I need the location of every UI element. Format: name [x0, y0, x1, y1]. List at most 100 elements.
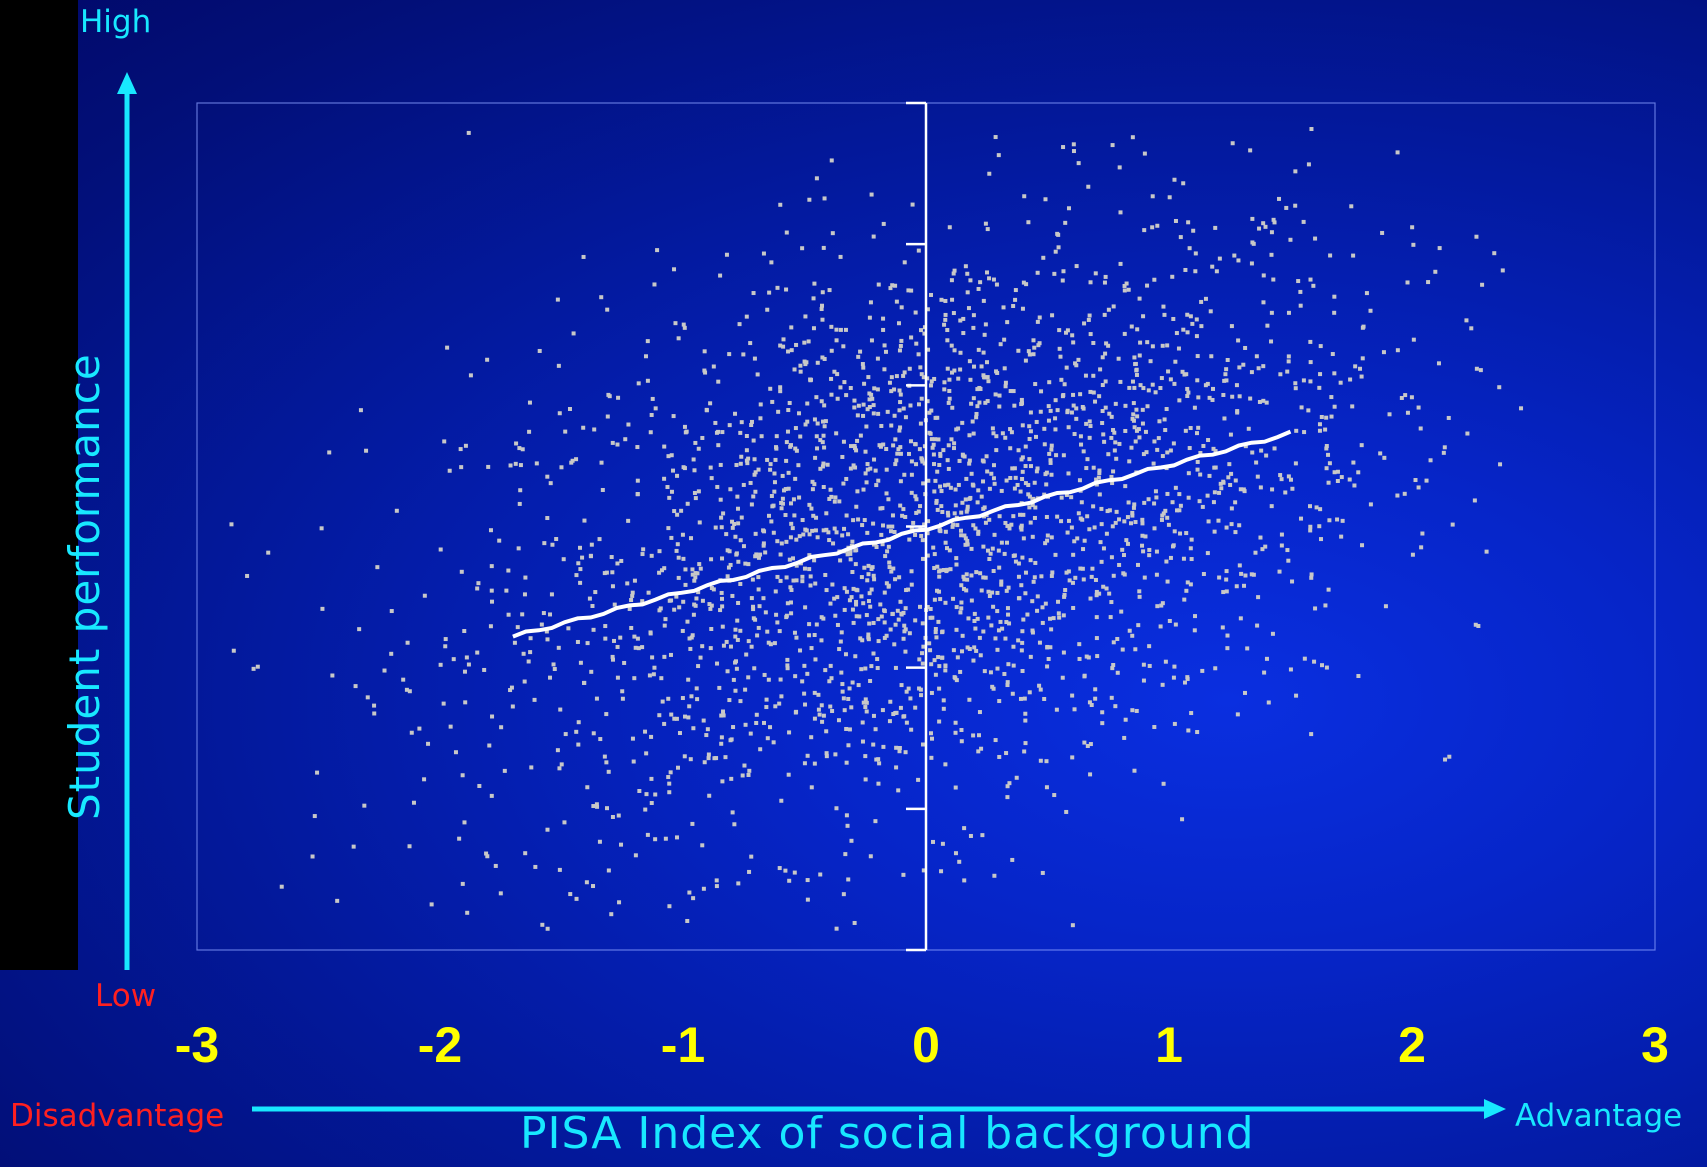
data-point: [1060, 675, 1065, 680]
data-point: [939, 489, 944, 494]
data-point: [945, 546, 950, 551]
data-point: [702, 368, 707, 373]
data-point: [829, 348, 834, 353]
data-point: [936, 619, 941, 624]
data-point: [772, 471, 777, 476]
data-point: [1135, 414, 1140, 419]
data-point: [801, 532, 806, 537]
data-point: [786, 470, 791, 475]
data-point: [1088, 424, 1093, 429]
data-point: [917, 447, 922, 452]
data-point: [917, 657, 922, 662]
data-point: [743, 722, 748, 727]
data-point: [1253, 550, 1258, 555]
data-point: [724, 252, 729, 257]
data-point: [854, 602, 859, 607]
data-point: [1023, 444, 1028, 449]
data-point: [1053, 398, 1058, 403]
data-point: [476, 581, 481, 586]
data-point: [1120, 547, 1125, 552]
data-point: [835, 622, 840, 627]
data-point: [990, 426, 995, 431]
data-point: [1094, 589, 1099, 594]
data-point: [508, 688, 513, 693]
data-point: [1031, 579, 1036, 584]
data-point: [928, 607, 933, 612]
data-point: [1168, 377, 1173, 382]
data-point: [982, 669, 987, 674]
data-point: [635, 636, 640, 641]
data-point: [1332, 294, 1337, 299]
data-point: [1086, 184, 1091, 189]
data-point: [1021, 617, 1026, 622]
data-point: [1192, 628, 1197, 633]
data-point: [617, 900, 622, 905]
data-point: [1206, 438, 1211, 443]
data-point: [719, 713, 724, 718]
data-point: [1283, 490, 1288, 495]
data-point: [749, 854, 754, 859]
data-point: [829, 158, 834, 163]
data-point: [985, 375, 990, 380]
data-point: [810, 479, 815, 484]
data-point: [721, 511, 726, 516]
data-point: [798, 434, 803, 439]
data-point: [844, 813, 849, 818]
data-point: [310, 854, 315, 859]
data-point: [1137, 296, 1142, 301]
data-point: [551, 662, 556, 667]
data-point: [1060, 278, 1065, 283]
data-point: [821, 528, 826, 533]
data-point: [871, 403, 876, 408]
data-point: [780, 473, 785, 478]
data-point: [1069, 495, 1074, 500]
data-point: [629, 625, 634, 630]
data-point: [964, 588, 969, 593]
data-point: [919, 693, 924, 698]
data-point: [463, 700, 468, 705]
data-point: [1145, 283, 1150, 288]
data-point: [944, 569, 949, 574]
data-point: [1196, 425, 1201, 430]
data-point: [727, 423, 732, 428]
data-point: [719, 735, 724, 740]
data-point: [315, 770, 320, 775]
data-point: [1080, 566, 1085, 571]
data-point: [986, 615, 991, 620]
data-point: [913, 705, 918, 710]
data-point: [932, 597, 937, 602]
data-point: [947, 548, 952, 553]
data-point: [983, 221, 988, 226]
data-point: [1125, 541, 1130, 546]
data-point: [1028, 464, 1033, 469]
data-point: [738, 581, 743, 586]
data-point: [913, 310, 918, 315]
data-point: [1213, 666, 1218, 671]
data-point: [821, 713, 826, 718]
data-point: [942, 380, 947, 385]
data-point: [728, 562, 733, 567]
data-point: [716, 429, 721, 434]
data-point: [1185, 675, 1190, 680]
data-point: [882, 608, 887, 613]
data-point: [898, 705, 903, 710]
data-point: [964, 476, 969, 481]
data-point: [959, 510, 964, 515]
data-point: [1257, 226, 1262, 231]
data-point: [797, 411, 802, 416]
data-point: [985, 548, 990, 553]
data-point: [913, 494, 918, 499]
data-point: [453, 750, 458, 755]
data-point: [961, 574, 966, 579]
data-point: [715, 661, 720, 666]
data-point: [574, 457, 579, 462]
data-point: [1195, 354, 1200, 359]
data-point: [1228, 482, 1233, 487]
data-point: [987, 557, 992, 562]
data-point: [1037, 315, 1042, 320]
data-point: [1088, 332, 1093, 337]
data-point: [763, 610, 768, 615]
data-point: [780, 496, 785, 501]
data-point: [1150, 194, 1155, 199]
data-point: [548, 675, 553, 680]
